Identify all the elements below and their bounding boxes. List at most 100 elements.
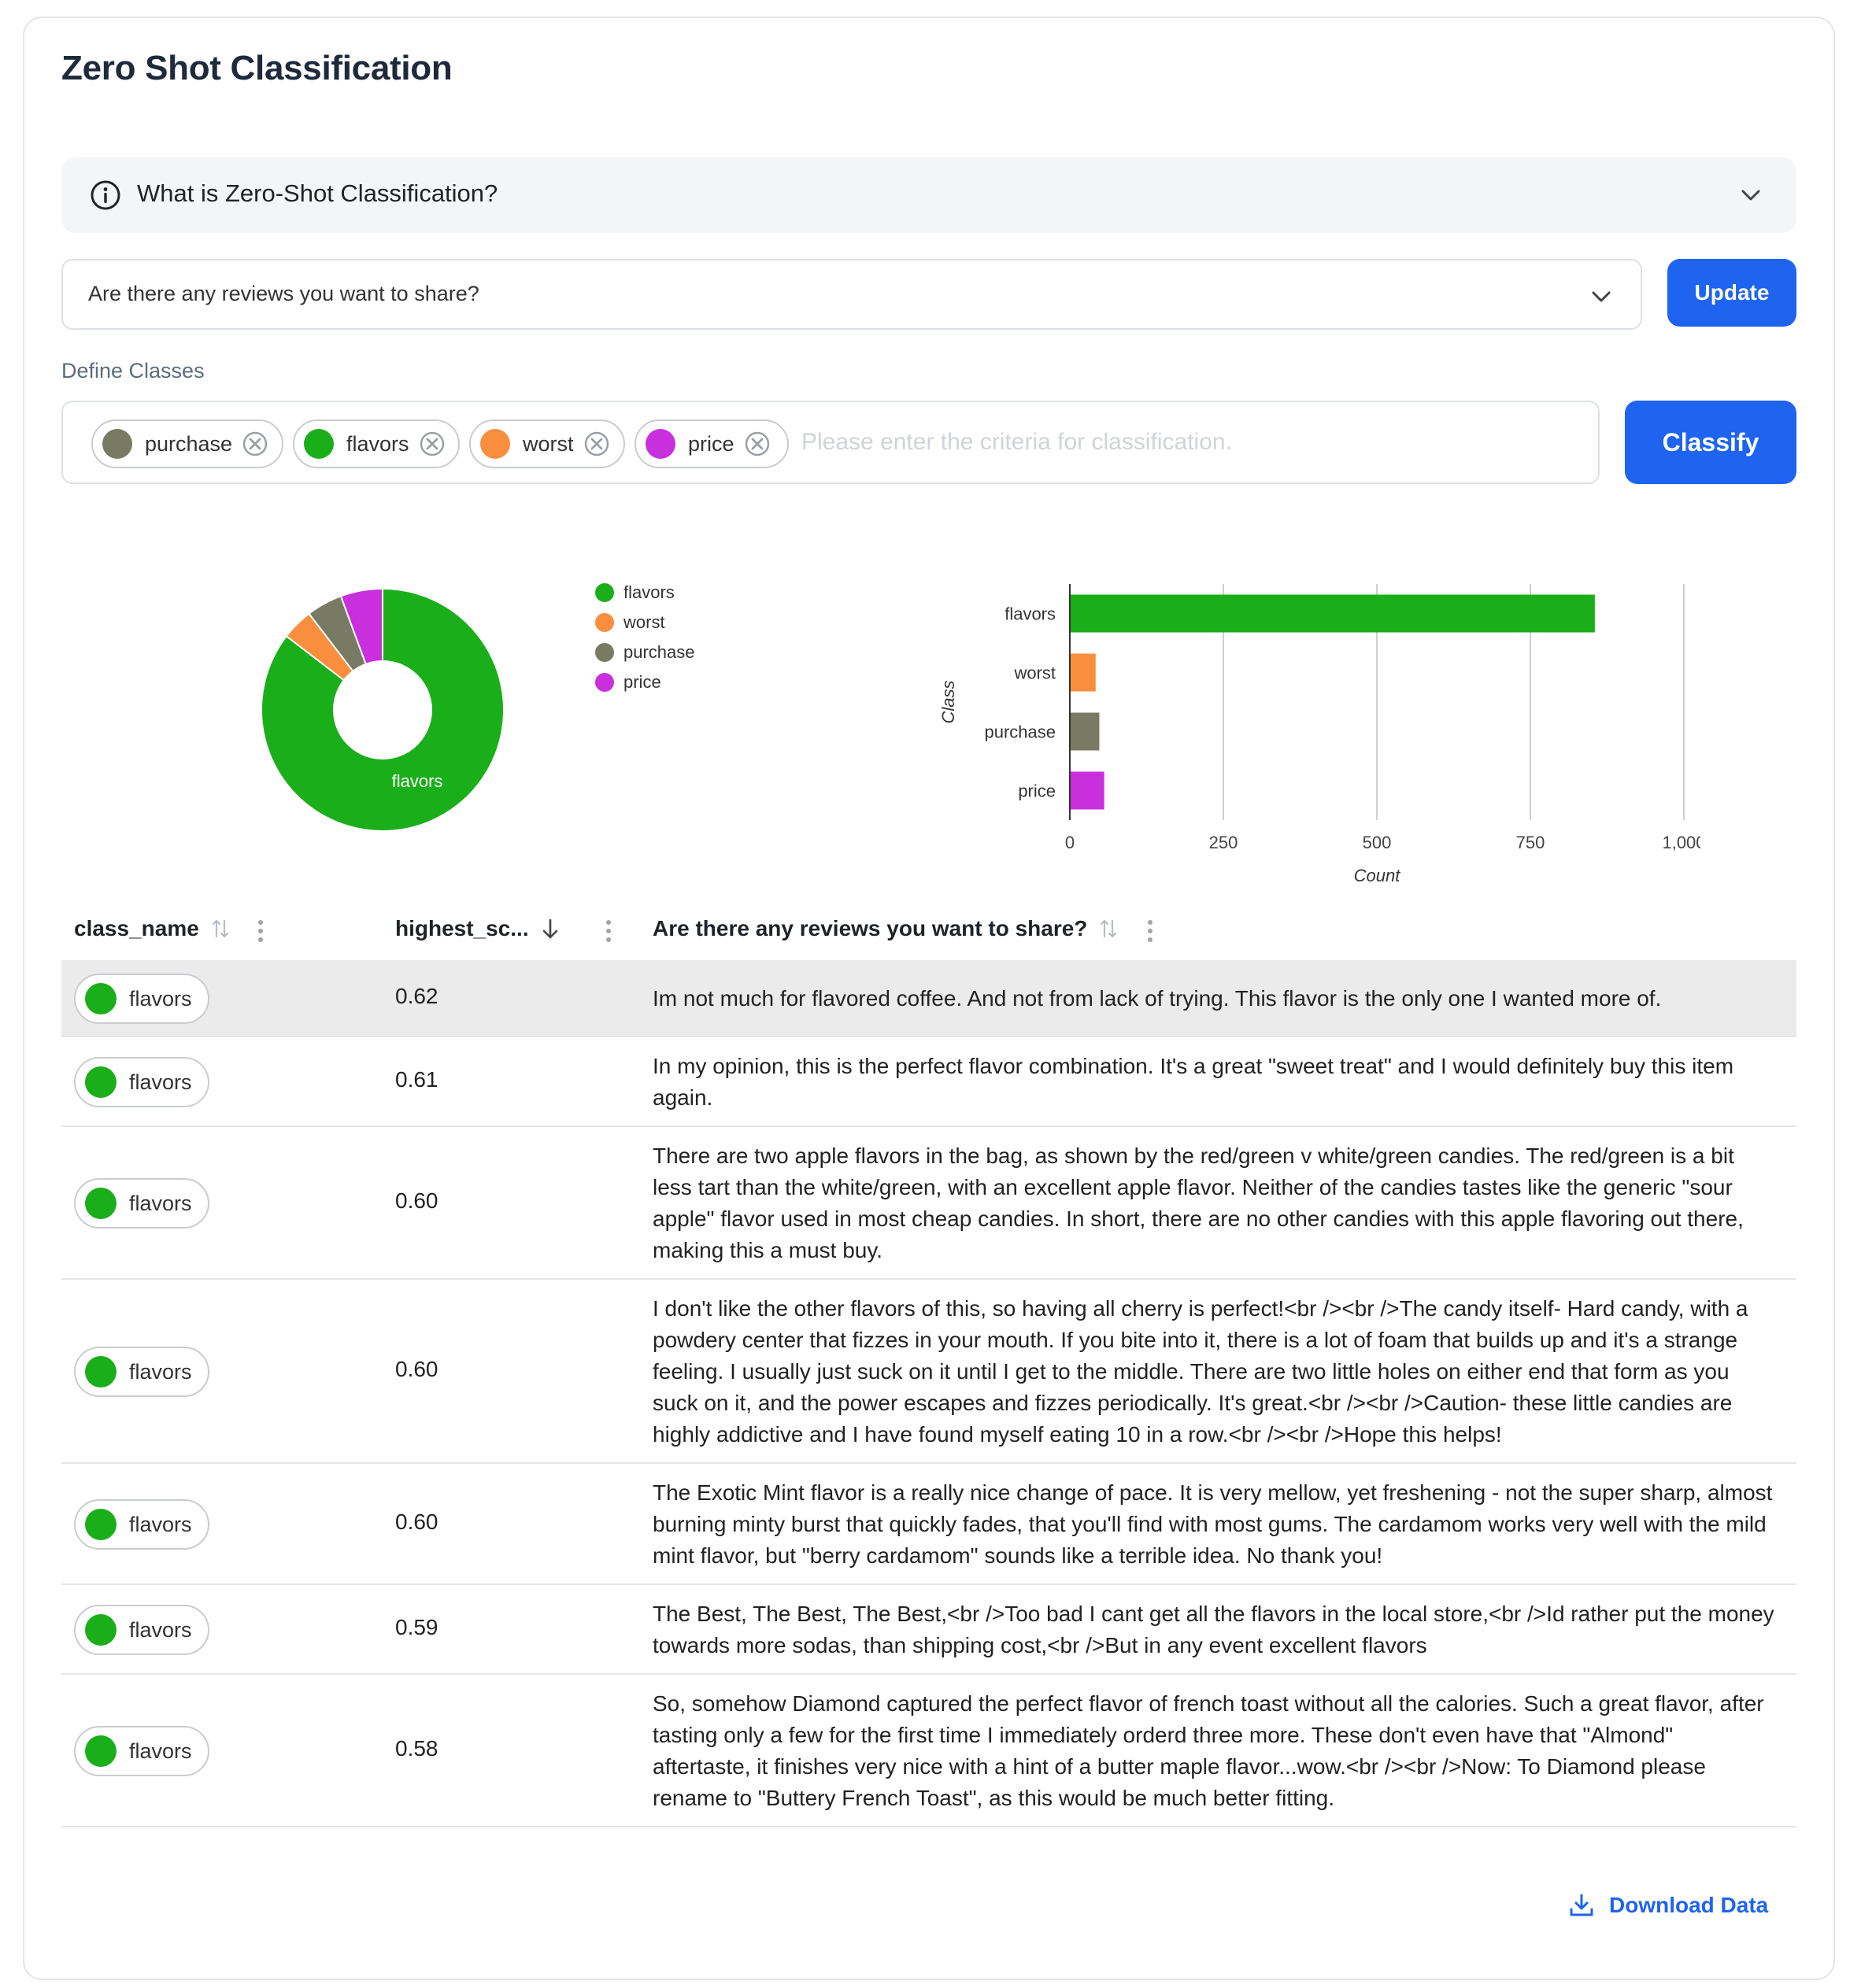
column-header-label: Are there any reviews you want to share?	[653, 916, 1088, 940]
chevron-down-icon	[1592, 291, 1611, 302]
column-header-class-name[interactable]: class_name	[74, 916, 231, 941]
column-header-highest-score[interactable]: highest_sc...	[395, 916, 561, 941]
score-cell: 0.61	[395, 1067, 438, 1092]
table-row[interactable]: flavors 0.62 Im not much for flavored co…	[61, 960, 1796, 1037]
class-color-dot	[85, 1066, 117, 1098]
bar-chart: 0 250 500 750 1,000 flavors worst purchase price…	[938, 584, 1700, 885]
what-is-zero-shot-accordion[interactable]: What is Zero-Shot Classification?	[61, 157, 1796, 233]
column-header-label: class_name	[74, 916, 199, 940]
class-pill: flavors	[74, 1726, 209, 1776]
download-data-button[interactable]: Download Data	[1568, 1892, 1768, 1919]
legend-label: worst	[623, 612, 665, 632]
bar-purchase[interactable]	[1071, 712, 1100, 751]
close-circle-icon[interactable]	[583, 430, 610, 457]
column-header-label: highest_sc...	[395, 916, 529, 940]
download-icon	[1570, 1894, 1593, 1916]
question-select[interactable]: Are there any reviews you want to share?	[61, 259, 1642, 330]
review-cell: So, somehow Diamond captured the perfect…	[653, 1691, 1764, 1810]
sort-descending-icon[interactable]	[540, 917, 561, 940]
column-header-review[interactable]: Are there any reviews you want to share?	[653, 916, 1119, 941]
class-pill-label: flavors	[129, 1739, 192, 1763]
bar-price[interactable]	[1071, 771, 1104, 810]
legend-item[interactable]: worst	[595, 612, 753, 633]
class-tag-price: price	[635, 419, 789, 468]
score-cell: 0.62	[395, 984, 438, 1008]
close-circle-icon[interactable]	[744, 430, 771, 457]
y-tick-label: worst	[1013, 663, 1056, 683]
class-pill-label: flavors	[129, 1191, 192, 1215]
legend-label: price	[623, 672, 661, 692]
class-pill-label: flavors	[129, 1512, 192, 1536]
score-cell: 0.58	[395, 1736, 438, 1761]
donut-slice-label: flavors	[392, 771, 443, 791]
x-tick-label: 250	[1209, 833, 1238, 852]
more-vertical-icon[interactable]	[257, 918, 265, 944]
classify-button[interactable]: Classify	[1625, 401, 1796, 484]
class-tag-label: purchase	[145, 431, 233, 456]
y-tick-label: price	[1018, 782, 1056, 801]
sort-icon[interactable]	[1098, 917, 1119, 940]
table-row[interactable]: flavors 0.60 I don't like the other flav…	[61, 1280, 1796, 1464]
update-button[interactable]: Update	[1667, 259, 1796, 327]
class-color-dot	[85, 1614, 117, 1646]
table-row[interactable]: flavors 0.60 There are two apple flavors…	[61, 1127, 1796, 1280]
more-vertical-icon[interactable]	[605, 918, 612, 944]
accordion-label: What is Zero-Shot Classification?	[137, 179, 498, 207]
class-tag-worst: worst	[469, 419, 625, 468]
sort-icon[interactable]	[210, 917, 231, 940]
y-tick-label: flavors	[1004, 604, 1056, 624]
question-select-value: Are there any reviews you want to share?	[88, 282, 479, 305]
x-axis-label: Count	[1354, 866, 1401, 885]
x-tick-label: 1,000	[1662, 833, 1700, 852]
legend-swatch	[595, 643, 614, 662]
table-row[interactable]: flavors 0.58 So, somehow Diamond capture…	[61, 1675, 1796, 1827]
legend-swatch	[595, 583, 614, 602]
table-row[interactable]: flavors 0.60 The Exotic Mint flavor is a…	[61, 1464, 1796, 1585]
review-cell: In my opinion, this is the perfect flavo…	[653, 1054, 1734, 1110]
x-tick-label: 0	[1065, 833, 1075, 852]
class-color-dot	[85, 1188, 117, 1219]
table-row[interactable]: flavors 0.61 In my opinion, this is the …	[61, 1037, 1796, 1127]
donut-slice-flavors[interactable]	[261, 587, 505, 832]
table-header: class_name highest_sc... Are there any r…	[61, 905, 1796, 960]
class-color-dot	[480, 429, 510, 459]
class-pill-label: flavors	[129, 986, 192, 1011]
class-tag-label: price	[688, 431, 734, 456]
table-row[interactable]: flavors 0.59 The Best, The Best, The Bes…	[61, 1585, 1796, 1675]
legend-item[interactable]: purchase	[595, 642, 753, 663]
class-color-dot	[646, 429, 675, 459]
page-title: Zero Shot Classification	[61, 49, 453, 87]
info-icon	[91, 180, 120, 210]
class-tags-input[interactable]: purchase flavors worst price Please ente…	[61, 401, 1600, 484]
class-tag-flavors: flavors	[293, 419, 460, 468]
table-body: flavors 0.62 Im not much for flavored co…	[61, 960, 1796, 1848]
chevron-down-icon	[1741, 190, 1760, 201]
x-tick-label: 750	[1516, 833, 1545, 852]
class-color-dot	[85, 1356, 117, 1388]
class-pill: flavors	[74, 1347, 209, 1397]
legend-label: purchase	[623, 642, 695, 662]
bar-worst[interactable]	[1071, 653, 1096, 692]
bar-flavors[interactable]	[1071, 594, 1595, 633]
legend-item[interactable]: flavors	[595, 582, 753, 603]
class-input-placeholder[interactable]: Please enter the criteria for classifica…	[801, 429, 1232, 455]
close-circle-icon[interactable]	[242, 430, 268, 457]
x-tick-label: 500	[1363, 833, 1392, 852]
donut-slice-price[interactable]	[339, 587, 383, 666]
class-pill: flavors	[74, 1605, 209, 1655]
review-cell: I don't like the other flavors of this, …	[653, 1296, 1748, 1447]
legend-swatch	[595, 673, 614, 692]
y-tick-label: purchase	[984, 722, 1056, 742]
class-tag-label: flavors	[346, 431, 409, 456]
legend-swatch	[595, 613, 614, 632]
class-color-dot	[304, 429, 334, 459]
class-pill: flavors	[74, 1057, 209, 1107]
class-tag-label: worst	[523, 431, 574, 456]
class-color-dot	[102, 429, 132, 459]
legend-label: flavors	[623, 582, 675, 602]
more-vertical-icon[interactable]	[1146, 918, 1154, 944]
donut-chart: flavors	[261, 587, 505, 832]
legend-item[interactable]: price	[595, 672, 753, 693]
score-cell: 0.60	[395, 1357, 438, 1381]
close-circle-icon[interactable]	[419, 430, 446, 457]
